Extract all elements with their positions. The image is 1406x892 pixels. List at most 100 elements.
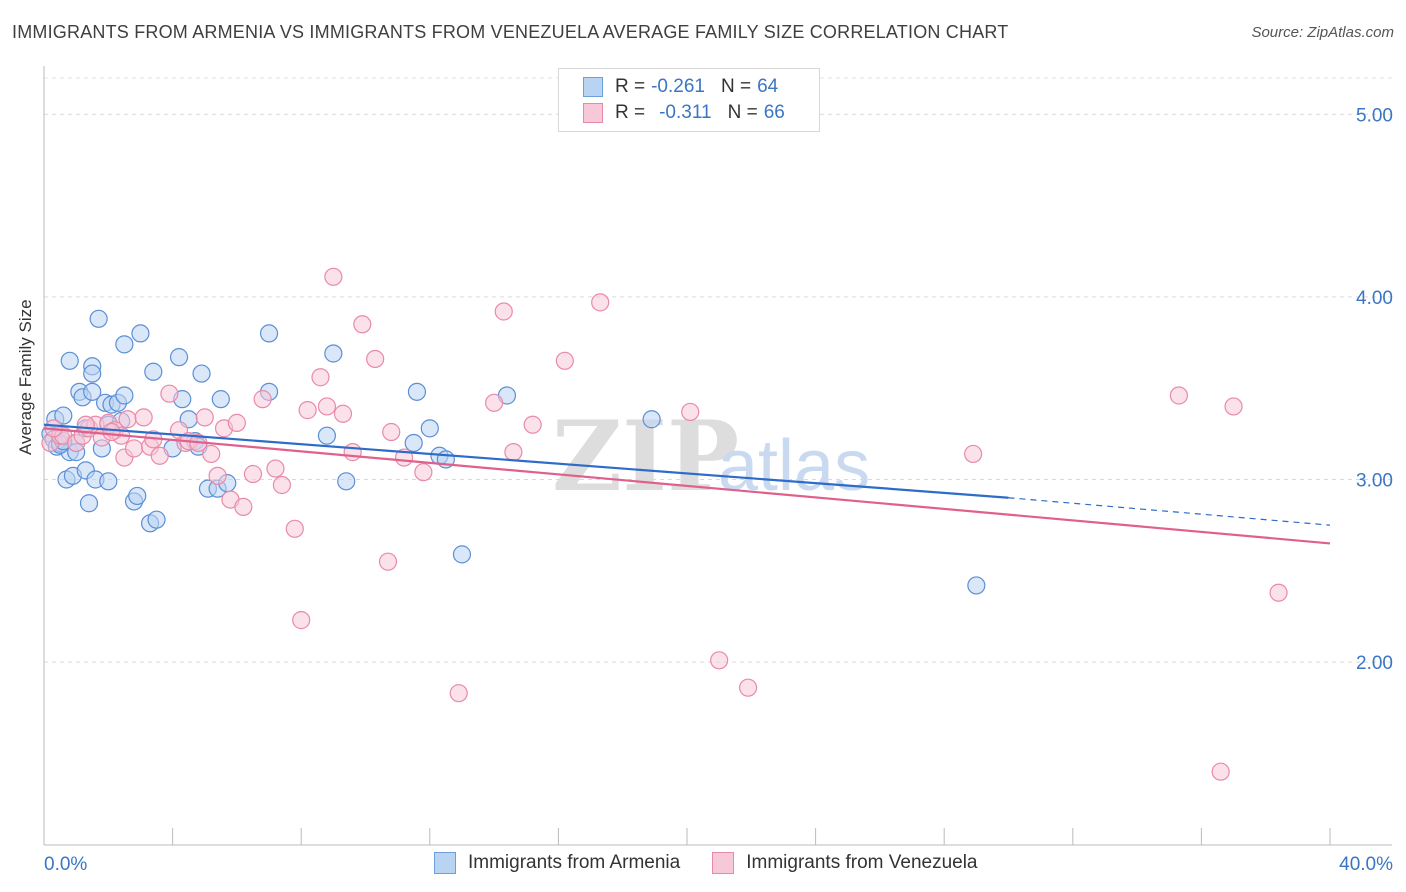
y-tick-label: 5.00: [1356, 105, 1393, 126]
legend-n-value-armenia: 64: [757, 76, 779, 97]
point-armenia: [642, 410, 661, 429]
point-armenia: [79, 494, 99, 513]
point-venezuela: [124, 439, 144, 458]
point-armenia: [169, 348, 189, 367]
point-armenia: [147, 510, 166, 529]
y-tick-label: 4.00: [1356, 288, 1393, 309]
point-armenia: [967, 576, 986, 595]
point-armenia: [60, 351, 79, 370]
point-venezuela: [485, 393, 504, 412]
point-venezuela: [208, 466, 227, 485]
point-venezuela: [150, 446, 169, 465]
point-armenia: [420, 419, 439, 438]
point-venezuela: [292, 611, 311, 630]
legend-label-venezuela: Immigrants from Venezuela: [746, 852, 978, 873]
point-armenia: [83, 382, 102, 401]
point-venezuela: [738, 678, 758, 697]
legend-row-venezuela: R = -0.311 N = 66: [583, 102, 785, 124]
y-axis-label: Average Family Size: [16, 299, 35, 455]
point-venezuela: [366, 349, 385, 369]
x-tick-label-min: 0.0%: [44, 854, 87, 875]
point-venezuela: [202, 444, 221, 464]
point-venezuela: [272, 475, 292, 495]
point-venezuela: [414, 463, 433, 482]
point-venezuela: [160, 384, 179, 403]
point-venezuela: [311, 368, 330, 387]
point-venezuela: [1224, 397, 1243, 416]
point-venezuela: [317, 397, 337, 416]
point-venezuela: [253, 390, 272, 409]
point-venezuela: [449, 684, 468, 703]
point-venezuela: [333, 404, 353, 423]
point-armenia: [192, 364, 211, 383]
x-tick-label-max: 40.0%: [1339, 854, 1393, 875]
point-venezuela: [102, 422, 121, 442]
point-armenia: [324, 344, 343, 363]
point-venezuela: [266, 459, 285, 478]
watermark-atlas: atlas: [718, 426, 870, 506]
point-venezuela: [343, 443, 362, 462]
point-venezuela: [243, 464, 263, 484]
legend-r-value-venezuela: -0.311: [659, 102, 712, 123]
point-armenia: [452, 545, 472, 564]
legend-row-armenia: R = -0.261 N = 64: [583, 76, 778, 98]
legend-swatch-venezuela-bottom: [712, 852, 735, 874]
point-venezuela: [195, 408, 214, 427]
point-armenia: [131, 324, 150, 343]
source-label: Source: ZipAtlas.com: [1251, 24, 1394, 41]
point-venezuela: [494, 302, 513, 321]
point-armenia: [115, 386, 134, 405]
y-tick-label: 3.00: [1356, 471, 1393, 492]
point-armenia: [337, 472, 356, 491]
series-legend: Immigrants from Armenia Immigrants from …: [434, 852, 1010, 874]
stats-legend: R = -0.261 N = 64 R = -0.311 N = 66: [558, 68, 820, 132]
trendline-venezuela: [43, 427, 1331, 545]
point-armenia: [259, 324, 279, 343]
point-venezuela: [1269, 583, 1288, 602]
legend-item-armenia: Immigrants from Armenia: [434, 852, 680, 874]
point-armenia: [407, 382, 427, 401]
legend-swatch-armenia: [583, 77, 603, 97]
point-armenia: [89, 309, 108, 328]
point-venezuela: [234, 497, 253, 516]
legend-r-label-armenia: R =: [615, 76, 646, 97]
trendline-armenia-projection: [1008, 497, 1331, 526]
point-venezuela: [134, 408, 153, 427]
point-venezuela: [382, 422, 401, 442]
point-venezuela: [523, 415, 542, 434]
point-venezuela: [1169, 386, 1188, 405]
point-armenia: [128, 486, 147, 506]
legend-label-armenia: Immigrants from Armenia: [468, 852, 681, 873]
point-venezuela: [964, 444, 983, 464]
point-venezuela: [324, 267, 343, 286]
point-armenia: [404, 433, 423, 453]
point-venezuela: [591, 293, 610, 312]
point-armenia: [83, 364, 102, 383]
point-venezuela: [118, 410, 137, 429]
trendline-armenia: [43, 423, 1009, 499]
legend-n-label-venezuela: N =: [727, 102, 758, 123]
point-venezuela: [1211, 762, 1230, 781]
legend-r-value-armenia: -0.261: [651, 76, 705, 97]
point-venezuela: [285, 519, 304, 538]
chart-title: IMMIGRANTS FROM ARMENIA VS IMMIGRANTS FR…: [12, 22, 1009, 42]
point-venezuela: [227, 413, 246, 432]
point-armenia: [211, 390, 230, 409]
point-venezuela: [298, 401, 317, 420]
legend-n-label-armenia: N =: [720, 76, 752, 97]
point-venezuela: [353, 315, 372, 334]
point-venezuela: [710, 651, 729, 670]
point-armenia: [99, 472, 118, 491]
legend-r-label-venezuela: R =: [615, 102, 646, 123]
point-venezuela: [504, 443, 523, 462]
legend-swatch-armenia-bottom: [434, 852, 456, 874]
point-venezuela: [681, 402, 700, 422]
y-tick-label: 2.00: [1356, 653, 1393, 674]
point-venezuela: [555, 351, 574, 370]
point-armenia: [115, 335, 134, 354]
legend-n-value-venezuela: 66: [763, 102, 785, 123]
point-armenia: [317, 426, 337, 445]
point-armenia: [54, 406, 73, 425]
point-armenia: [144, 362, 163, 381]
